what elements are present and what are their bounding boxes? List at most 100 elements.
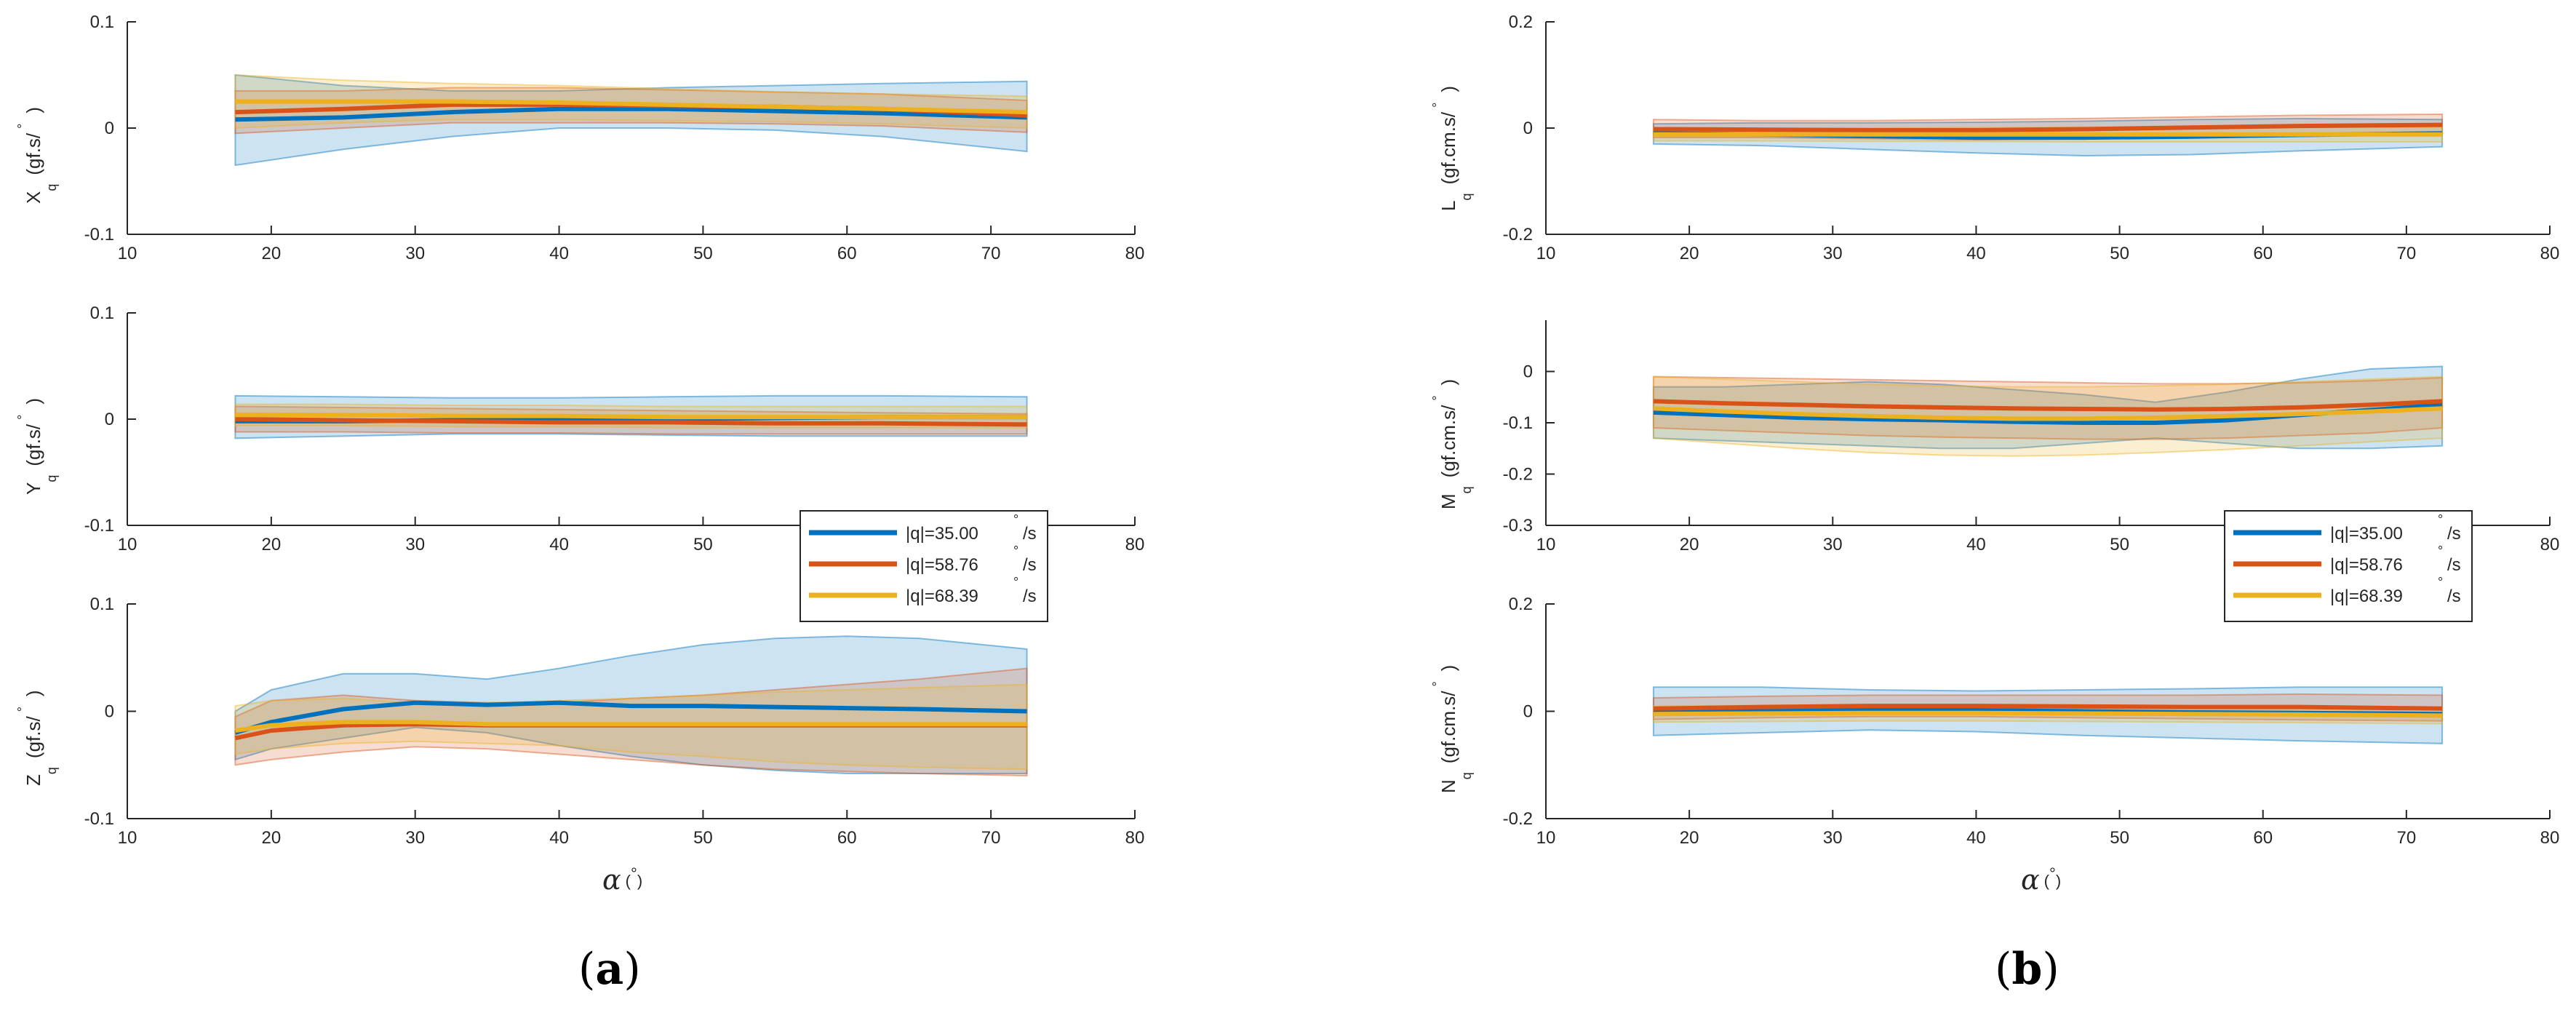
plot-xq: 10 20 30 40 50 60 70 80 -0.1 0 0.1 Xq (gf.s/ °) <box>15 12 1144 263</box>
x-tick-label: 70 <box>2397 828 2417 848</box>
legend-unit: /s <box>1023 555 1037 575</box>
x-axis-label: α (°) <box>602 864 642 896</box>
y-axis-symbol: X <box>23 191 44 204</box>
y-axis-unit-degree: ° <box>15 707 30 712</box>
x-tick-label: 10 <box>1536 535 1556 554</box>
y-axis-unit-close: ) <box>23 398 44 405</box>
y-tick-label: 0.1 <box>90 595 114 614</box>
y-axis-symbol: Z <box>23 774 44 786</box>
legend-degree: ° <box>2438 512 2443 527</box>
x-tick-label: 40 <box>549 828 569 848</box>
x-tick-label: 20 <box>1680 535 1699 554</box>
y-tick-label: -0.1 <box>84 225 114 244</box>
x-tick-label: 10 <box>1536 244 1556 263</box>
mean-line-5876 <box>1653 704 2443 711</box>
y-tick-label: 0 <box>105 702 114 722</box>
y-tick-label: -0.1 <box>1503 413 1533 433</box>
x-tick-label: 50 <box>2110 828 2129 848</box>
mean-line-3500 <box>235 106 1027 122</box>
x-tick-label: 70 <box>981 244 1001 263</box>
y-tick-label: 0.2 <box>1509 12 1533 32</box>
y-tick-label: 0 <box>1523 119 1533 138</box>
legend-label-35: |q|=35.00 <box>2330 524 2403 544</box>
x-tick-label: 20 <box>1680 244 1699 263</box>
x-tick-label: 20 <box>262 828 282 848</box>
x-axis-paren: ) <box>2056 872 2061 890</box>
y-tick-label: -0.1 <box>84 809 114 829</box>
y-axis-unit-close: ) <box>1437 665 1459 672</box>
mean-line-6839 <box>1653 406 2443 421</box>
y-axis-unit-degree: ° <box>15 124 30 129</box>
x-tick-label: 80 <box>2540 535 2560 554</box>
panel-b: 10 20 30 40 50 60 70 80 -0.2 0 0.2 Lq (gf.cm.s/ °) 1… <box>1430 12 2559 995</box>
x-tick-label: 50 <box>693 535 713 554</box>
y-axis-unit: (gf.s/ <box>23 424 44 466</box>
legend-unit: /s <box>2447 524 2461 544</box>
confidence-band-3500 <box>234 73 1028 167</box>
x-tick-label: 10 <box>1536 828 1556 848</box>
x-tick-label: 80 <box>2540 828 2560 848</box>
y-axis-symbol: L <box>1437 201 1459 211</box>
x-axis-degree: ° <box>2049 864 2056 883</box>
legend-label-58: |q|=58.76 <box>906 555 978 575</box>
y-axis-unit-degree: ° <box>1430 395 1445 400</box>
x-tick-label: 10 <box>118 828 137 848</box>
legend-unit: /s <box>2447 586 2461 606</box>
mean-line-5876 <box>1653 122 2443 132</box>
legend-label-58: |q|=58.76 <box>2330 555 2403 575</box>
x-tick-label: 50 <box>693 244 713 263</box>
x-tick-label: 40 <box>1966 828 1986 848</box>
x-tick-label: 40 <box>549 535 569 554</box>
y-axis-unit-degree: ° <box>1430 681 1445 686</box>
y-axis-unit-close: ) <box>23 107 44 114</box>
x-tick-label: 30 <box>405 535 425 554</box>
legend-degree: ° <box>1013 544 1018 558</box>
x-axis-symbol: α <box>602 864 621 896</box>
legend-unit: /s <box>1023 586 1037 606</box>
x-tick-label: 80 <box>1125 244 1145 263</box>
caption-a: (a) <box>578 944 641 995</box>
y-axis-subscript: q <box>44 767 59 774</box>
legend-degree: ° <box>2438 575 2443 589</box>
plot-nq: 10 20 30 40 50 60 70 80 -0.2 0 0.2 Nq (gf.cm.s/ °) <box>1430 595 2559 848</box>
y-axis-unit-close: ) <box>23 690 44 696</box>
mean-line-3500 <box>234 700 1027 735</box>
confidence-band-6839 <box>1652 375 2444 457</box>
x-tick-label: 10 <box>118 244 137 263</box>
y-axis-label: Xq (gf.s/ °) <box>15 107 59 204</box>
y-tick-label: 0.2 <box>1509 595 1533 614</box>
y-tick-label: -0.2 <box>1503 809 1533 829</box>
y-axis-unit: (gf.s/ <box>23 132 44 175</box>
mean-line-6839 <box>235 413 1027 420</box>
x-tick-label: 60 <box>837 828 857 848</box>
y-axis-unit: (gf.cm.s/ <box>1437 405 1459 477</box>
y-axis-label: Lq (gf.cm.s/ °) <box>1430 86 1474 211</box>
y-tick-label: -0.1 <box>84 516 114 536</box>
y-tick-label: -0.3 <box>1503 516 1533 536</box>
x-tick-label: 50 <box>693 828 713 848</box>
legend-a: |q|=35.00 ° /s |q|=58.76 ° /s |q|=68.39 … <box>799 510 1048 622</box>
x-tick-label: 50 <box>2110 244 2129 263</box>
mean-line-6839 <box>1653 710 2443 718</box>
x-tick-label: 30 <box>405 244 425 263</box>
x-tick-label: 70 <box>2397 244 2417 263</box>
y-tick-label: 0 <box>1523 702 1533 722</box>
x-axis-degree: ° <box>631 864 637 883</box>
y-axis-unit-close: ) <box>1437 86 1459 92</box>
y-axis-subscript: q <box>44 475 59 482</box>
x-tick-label: 30 <box>405 828 425 848</box>
y-tick-label: 0 <box>1523 362 1533 382</box>
x-tick-label: 40 <box>1966 244 1986 263</box>
y-axis-label: Yq (gf.s/ °) <box>15 398 59 495</box>
y-axis-symbol: N <box>1437 779 1459 793</box>
mean-line-6839 <box>234 720 1027 733</box>
legend-label-68: |q|=68.39 <box>906 586 978 606</box>
y-axis-subscript: q <box>1459 194 1474 201</box>
x-tick-label: 60 <box>2253 828 2273 848</box>
legend-label-35: |q|=35.00 <box>906 524 978 544</box>
legend-b: |q|=35.00 ° /s |q|=58.76 ° /s |q|=68.39 … <box>2224 510 2473 622</box>
y-axis-subscript: q <box>1459 772 1474 779</box>
legend-degree: ° <box>1013 575 1018 589</box>
